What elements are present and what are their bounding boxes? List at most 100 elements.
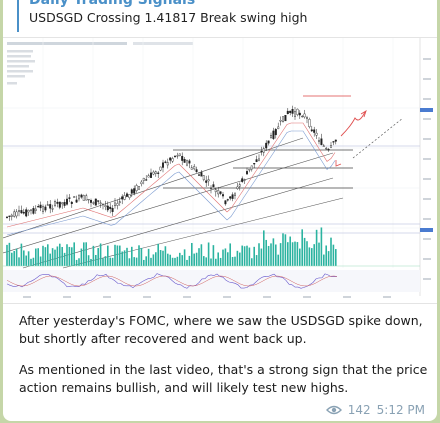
volume-bar [47, 244, 49, 266]
axis-tick [423, 238, 431, 240]
candle-body [111, 208, 114, 212]
candle-body [54, 200, 57, 206]
volume-bar [85, 242, 87, 266]
candle-body [195, 169, 198, 172]
candle-body [63, 202, 66, 206]
candle-body [15, 211, 18, 217]
candle-body [128, 194, 131, 198]
volume-bar [282, 233, 284, 266]
volume-bar [128, 258, 131, 266]
time-tick [103, 296, 111, 298]
volume-bar [327, 251, 330, 266]
volume-bar [18, 257, 20, 266]
volume-bar [8, 242, 11, 266]
candle-body [73, 196, 76, 198]
candle-body [166, 162, 169, 166]
candle-body [277, 126, 280, 129]
candle-body [75, 199, 78, 203]
axis-tick [423, 118, 431, 120]
volume-bar [210, 258, 212, 266]
volume-bar [272, 238, 275, 266]
time-tick [343, 296, 351, 298]
candle-body [301, 115, 304, 118]
candle-body [190, 167, 193, 170]
volume-bar [30, 258, 32, 266]
time-tick [223, 296, 231, 298]
volume-bar [248, 247, 251, 266]
message-bubble: Daily Trading Signals USDSGD Crossing 1.… [3, 0, 437, 421]
time-tick [383, 296, 391, 298]
reply-preview[interactable]: Daily Trading Signals USDSGD Crossing 1.… [17, 0, 437, 32]
message-meta: 142 5:12 PM [325, 403, 425, 417]
volume-bar [330, 237, 332, 266]
volume-bar [123, 250, 126, 266]
volume-bar [207, 242, 210, 266]
candle-body [212, 184, 215, 188]
candle-body [49, 204, 52, 209]
volume-bar [80, 248, 83, 266]
volume-bar [138, 245, 140, 266]
candle-body [142, 177, 145, 181]
candle-body [233, 193, 236, 196]
volume-bar [186, 259, 188, 266]
candle-body [37, 206, 40, 208]
candle-body [22, 211, 25, 214]
candle-body [289, 110, 292, 113]
candle-body [89, 200, 92, 203]
candle-body [315, 132, 318, 136]
volume-bar [157, 243, 159, 266]
candle-body [214, 189, 217, 193]
candle-body [272, 130, 275, 139]
candle-body [205, 180, 208, 183]
volume-bar [59, 243, 61, 266]
candle-body [8, 215, 11, 217]
volume-bar [159, 250, 162, 266]
candle-body [157, 172, 160, 174]
volume-bar [191, 242, 193, 266]
candle-body [106, 205, 109, 211]
volume-bar [63, 252, 66, 266]
candle-body [219, 191, 222, 194]
volume-bar [258, 243, 260, 266]
volume-bar [171, 257, 174, 266]
candle-body [313, 129, 316, 133]
chart-image[interactable] [3, 37, 437, 304]
volume-bar [179, 252, 181, 266]
candle-body [241, 178, 244, 182]
candle-body [270, 135, 273, 138]
volume-bar [236, 250, 239, 266]
candle-body [46, 204, 49, 206]
candle-body [68, 197, 71, 199]
volume-bar [291, 242, 294, 266]
price-label [420, 228, 433, 232]
volume-bar [188, 255, 191, 266]
volume-bar [164, 246, 167, 266]
volume-bar [229, 243, 231, 266]
trend-line [3, 137, 304, 239]
axis-tick [423, 78, 431, 80]
axis-tick [423, 158, 431, 160]
volume-bar [114, 244, 116, 266]
volume-bar [162, 250, 164, 266]
candle-body [85, 195, 88, 201]
volume-bar [87, 255, 90, 266]
volume-bar [176, 256, 179, 266]
candle-body [113, 202, 116, 207]
volume-bar [54, 249, 56, 266]
candle-body [221, 194, 224, 197]
volume-bar [315, 229, 318, 266]
volume-bar [219, 257, 222, 266]
projection-line [352, 117, 404, 159]
volume-bar [332, 244, 335, 266]
volume-bar [73, 242, 75, 266]
oscillator-signal [6, 275, 338, 287]
volume-bar [107, 245, 109, 266]
candle-body [137, 186, 140, 190]
candle-body [42, 206, 45, 212]
candle-body [229, 196, 232, 199]
volume-bar [267, 245, 270, 266]
volume-bar [318, 242, 320, 266]
volume-bar [301, 229, 303, 266]
oscillator-panel [3, 270, 420, 292]
volume-bar [71, 247, 73, 266]
